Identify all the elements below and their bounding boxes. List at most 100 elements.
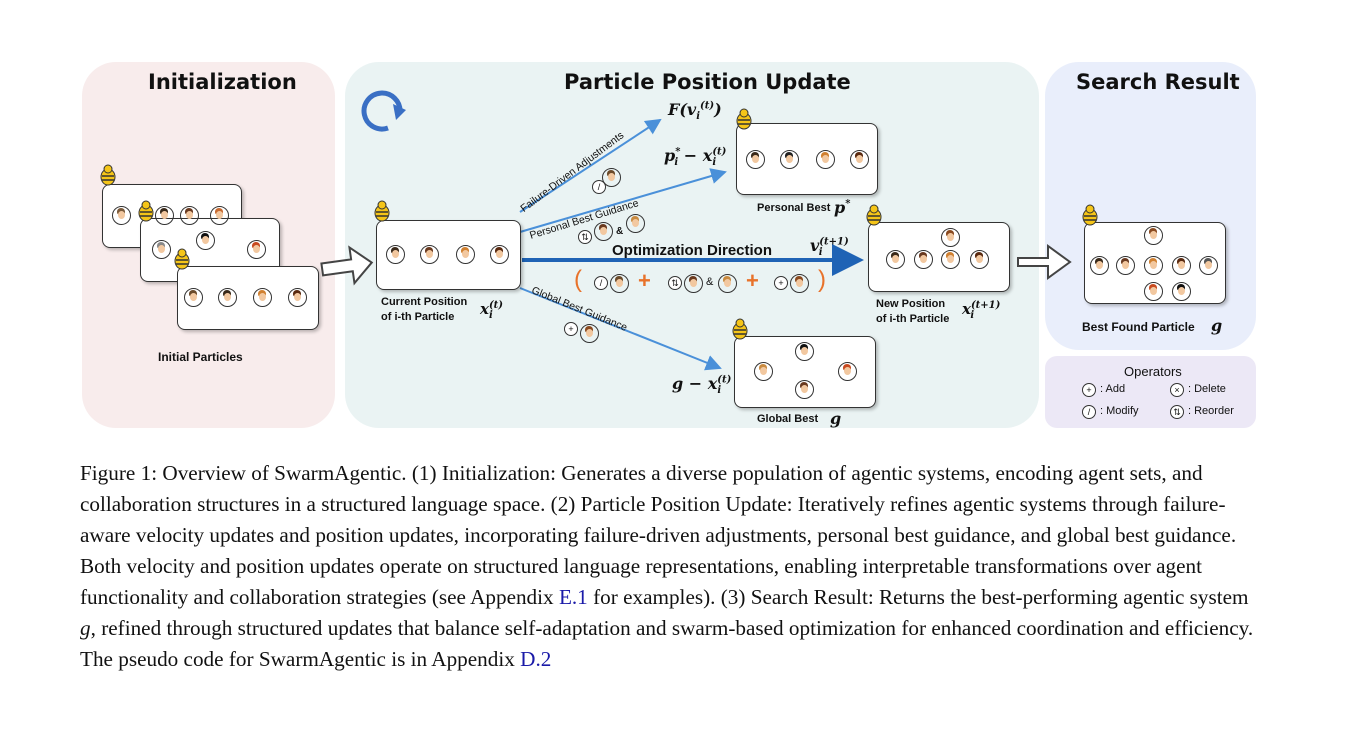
agent-avatar bbox=[247, 240, 266, 259]
bee-icon bbox=[374, 200, 390, 222]
result-title: Search Result bbox=[1076, 70, 1240, 94]
modify-icon: / bbox=[1082, 405, 1096, 419]
hollow-arrow-middle bbox=[1017, 244, 1072, 280]
operators-panel bbox=[1045, 356, 1256, 428]
formula-amp: & bbox=[706, 276, 714, 288]
agent-avatar bbox=[1199, 256, 1218, 275]
agent-avatar bbox=[184, 288, 203, 307]
agent-avatar bbox=[253, 288, 272, 307]
current-position-label-1: Current Position bbox=[381, 296, 468, 308]
operators-title: Operators bbox=[1124, 364, 1182, 379]
bee-icon bbox=[732, 318, 748, 340]
personal-best-label: Personal Best bbox=[757, 202, 831, 214]
bee-icon bbox=[174, 248, 190, 270]
failure-velocity-formula: F(vi(t)) bbox=[668, 100, 722, 123]
delete-icon: × bbox=[1170, 383, 1184, 397]
current-position-label-2: of i-th Particle bbox=[381, 311, 455, 323]
add-icon: + bbox=[774, 276, 788, 290]
agent-avatar bbox=[626, 214, 645, 233]
agent-avatar bbox=[112, 206, 131, 225]
agent-avatar bbox=[795, 380, 814, 399]
best-found-symbol: g bbox=[1211, 316, 1223, 335]
agent-avatar bbox=[1172, 282, 1191, 301]
appendix-e1-link[interactable]: E.1 bbox=[558, 585, 588, 609]
agent-avatar bbox=[795, 342, 814, 361]
new-position-label-1: New Position bbox=[876, 298, 946, 310]
global-best-symbol: g bbox=[830, 409, 842, 428]
agent-avatar bbox=[1090, 256, 1109, 275]
agent-avatar bbox=[152, 240, 171, 259]
caption-text-1: Figure 1: Overview of SwarmAgentic. (1) … bbox=[80, 461, 1237, 609]
agent-avatar bbox=[970, 250, 989, 269]
agent-avatar bbox=[420, 245, 439, 264]
agent-avatar bbox=[780, 150, 799, 169]
new-x-symbol: x(t+1)i bbox=[962, 300, 1001, 321]
add-icon: + bbox=[1082, 383, 1096, 397]
agent-avatar bbox=[196, 231, 215, 250]
formula-plus: + bbox=[638, 268, 651, 293]
agent-avatar bbox=[610, 274, 629, 293]
appendix-d2-link[interactable]: D.2 bbox=[520, 647, 552, 671]
agent-avatar bbox=[886, 250, 905, 269]
global-diff-formula: g − x(t)i bbox=[672, 374, 732, 397]
amp-symbol: & bbox=[616, 226, 624, 237]
agent-avatar bbox=[1172, 256, 1191, 275]
personal-best-symbol: p* bbox=[834, 198, 851, 217]
optimization-direction-label: Optimization Direction bbox=[612, 242, 773, 259]
diagram-arrows bbox=[320, 90, 1072, 371]
delete-label: : Delete bbox=[1188, 383, 1226, 395]
reorder-icon: ⇅ bbox=[1170, 405, 1184, 419]
add-icon: + bbox=[564, 322, 578, 336]
agent-avatar bbox=[218, 288, 237, 307]
agent-avatar bbox=[490, 245, 509, 264]
figure-caption: Figure 1: Overview of SwarmAgentic. (1) … bbox=[80, 458, 1262, 675]
agent-avatar bbox=[1144, 226, 1163, 245]
cycle-icon bbox=[361, 90, 403, 132]
global-best-label: Global Best bbox=[757, 413, 819, 425]
agent-avatar bbox=[746, 150, 765, 169]
agent-avatar bbox=[594, 222, 613, 241]
agent-avatar bbox=[1116, 256, 1135, 275]
initial-particles-label: Initial Particles bbox=[158, 350, 243, 364]
reorder-icon: ⇅ bbox=[668, 276, 682, 290]
agent-avatar bbox=[1144, 282, 1163, 301]
reorder-icon: ⇅ bbox=[578, 230, 592, 244]
modify-icon: / bbox=[592, 180, 606, 194]
bee-icon bbox=[736, 108, 752, 130]
best-found-label: Best Found Particle bbox=[1082, 320, 1195, 334]
caption-g-symbol: g bbox=[80, 616, 91, 640]
modify-label: : Modify bbox=[1100, 405, 1139, 417]
agent-avatar bbox=[456, 245, 475, 264]
formula-close-paren: ) bbox=[818, 266, 826, 293]
update-title: Particle Position Update bbox=[564, 70, 851, 94]
formula-open-paren: ( bbox=[574, 266, 582, 293]
agent-avatar bbox=[718, 274, 737, 293]
agent-avatar bbox=[210, 206, 229, 225]
agent-avatar bbox=[386, 245, 405, 264]
bee-icon bbox=[100, 164, 116, 186]
agent-avatar bbox=[180, 206, 199, 225]
caption-text-2: for examples). (3) Search Result: Return… bbox=[587, 585, 1249, 609]
agent-avatar bbox=[914, 250, 933, 269]
modify-icon: / bbox=[594, 276, 608, 290]
personal-diff-formula: p*i − x(t)i bbox=[664, 146, 727, 169]
formula-plus: + bbox=[746, 268, 759, 293]
agent-avatar bbox=[838, 362, 857, 381]
agent-avatar bbox=[580, 324, 599, 343]
velocity-symbol: v(t+1)i bbox=[810, 236, 849, 259]
agent-avatar bbox=[816, 150, 835, 169]
agent-avatar bbox=[941, 228, 960, 247]
agent-avatar bbox=[684, 274, 703, 293]
bee-icon bbox=[1082, 204, 1098, 226]
agent-avatar bbox=[850, 150, 869, 169]
new-position-label-2: of i-th Particle bbox=[876, 313, 950, 325]
agent-avatar bbox=[941, 250, 960, 269]
formula-bar: ( / + ⇅ & + + ) bbox=[574, 266, 834, 298]
initialization-title: Initialization bbox=[148, 70, 297, 94]
add-label: : Add bbox=[1100, 383, 1126, 395]
agent-avatar bbox=[754, 362, 773, 381]
bee-icon bbox=[866, 204, 882, 226]
agent-avatar bbox=[790, 274, 809, 293]
agent-avatar bbox=[288, 288, 307, 307]
bee-icon bbox=[138, 200, 154, 222]
